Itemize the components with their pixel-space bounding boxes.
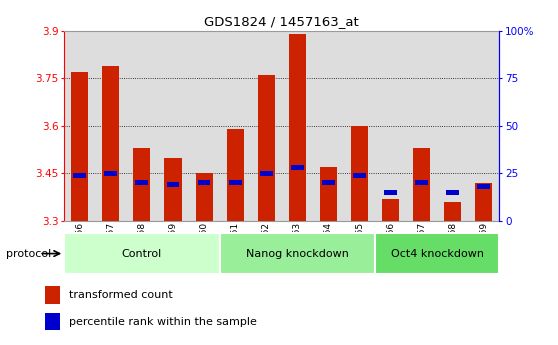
Bar <box>195 173 213 221</box>
Bar <box>133 148 151 221</box>
Bar <box>102 66 119 221</box>
Bar <box>136 180 148 185</box>
Bar <box>289 34 306 221</box>
Bar <box>406 31 437 221</box>
Bar <box>375 31 406 221</box>
FancyBboxPatch shape <box>220 233 375 274</box>
Bar <box>251 31 282 221</box>
Bar <box>104 171 117 176</box>
Bar <box>220 31 251 221</box>
Text: transformed count: transformed count <box>69 290 172 300</box>
Bar <box>45 286 60 304</box>
Bar <box>415 180 428 185</box>
Bar <box>227 129 244 221</box>
Bar <box>95 31 126 221</box>
Bar <box>344 31 375 221</box>
Bar <box>126 31 157 221</box>
Text: percentile rank within the sample: percentile rank within the sample <box>69 317 257 326</box>
Bar <box>444 202 461 221</box>
Bar <box>260 171 273 176</box>
Bar <box>198 180 210 185</box>
Bar <box>384 190 397 195</box>
Bar <box>167 183 179 187</box>
Bar <box>353 173 366 178</box>
Bar <box>313 31 344 221</box>
Bar <box>64 31 95 221</box>
FancyBboxPatch shape <box>375 233 499 274</box>
Bar <box>189 31 220 221</box>
Bar <box>258 75 275 221</box>
Text: protocol: protocol <box>6 249 51 258</box>
Title: GDS1824 / 1457163_at: GDS1824 / 1457163_at <box>204 16 359 29</box>
Bar <box>413 148 430 221</box>
Text: Control: Control <box>122 249 162 258</box>
Bar <box>322 180 335 185</box>
FancyBboxPatch shape <box>64 233 220 274</box>
Bar <box>320 167 337 221</box>
Bar <box>73 173 86 178</box>
Bar <box>291 165 304 170</box>
Bar <box>282 31 313 221</box>
Bar <box>351 126 368 221</box>
Bar <box>165 158 181 221</box>
Bar <box>478 184 490 189</box>
Bar <box>229 180 242 185</box>
Text: Nanog knockdown: Nanog knockdown <box>246 249 349 258</box>
Bar <box>382 199 399 221</box>
Bar <box>475 183 492 221</box>
Bar <box>71 72 88 221</box>
Bar <box>468 31 499 221</box>
Bar <box>446 190 459 195</box>
Bar <box>437 31 468 221</box>
Text: Oct4 knockdown: Oct4 knockdown <box>391 249 484 258</box>
Bar <box>157 31 189 221</box>
Bar <box>45 313 60 331</box>
